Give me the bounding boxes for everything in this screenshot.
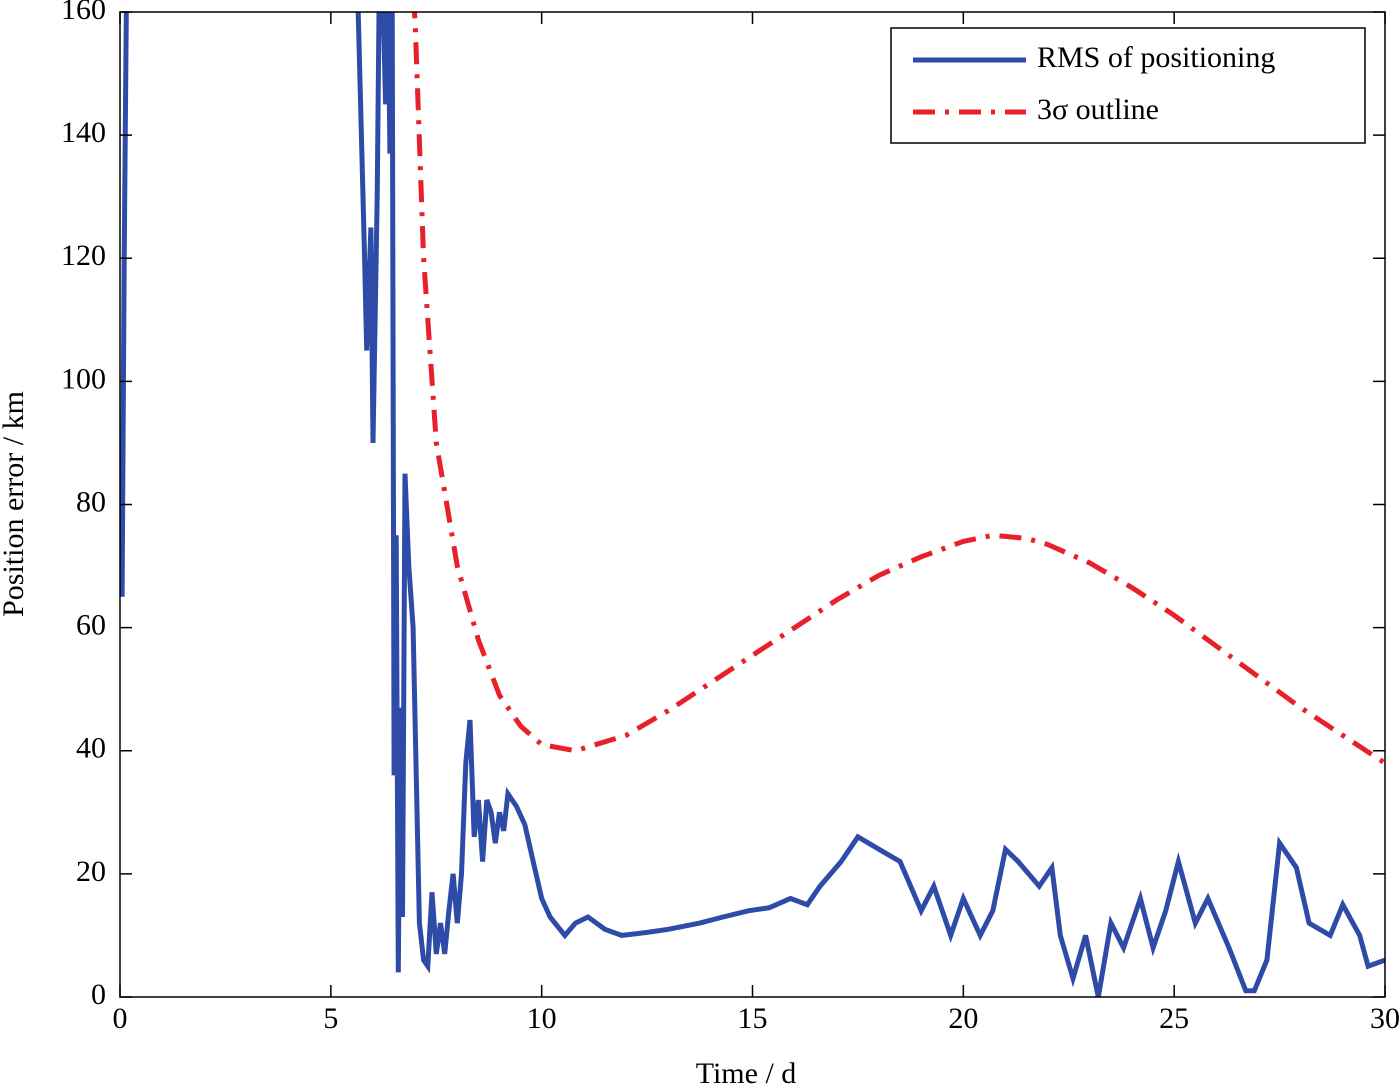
y-tick-label: 60 [76,609,106,642]
y-tick-label: 140 [61,116,106,149]
y-tick-label: 80 [76,485,106,518]
y-axis-label: Position error / km [0,391,30,617]
data-line [120,12,1385,997]
x-tick-label: 10 [527,1002,557,1035]
x-tick-label: 5 [323,1002,338,1035]
legend-box [890,27,1366,144]
y-tick-label: 40 [76,732,106,765]
plot-area [120,12,1385,997]
x-tick-label: 30 [1370,1002,1400,1035]
legend-label: RMS of positioning [1037,41,1275,74]
y-tick-label: 160 [61,0,106,26]
data-line [411,12,1385,766]
x-tick-label: 25 [1159,1002,1189,1035]
x-tick-label: 20 [948,1002,978,1035]
plot-frame [119,11,1386,998]
x-tick-label: 0 [113,1002,128,1035]
y-tick-label: 20 [76,855,106,888]
x-axis-label: Time / d [696,1057,797,1089]
y-tick-label: 120 [61,239,106,272]
y-tick-label: 0 [91,978,106,1011]
x-tick-label: 15 [738,1002,768,1035]
legend-label: 3σ outline [1037,93,1159,126]
y-tick-label: 100 [61,362,106,395]
